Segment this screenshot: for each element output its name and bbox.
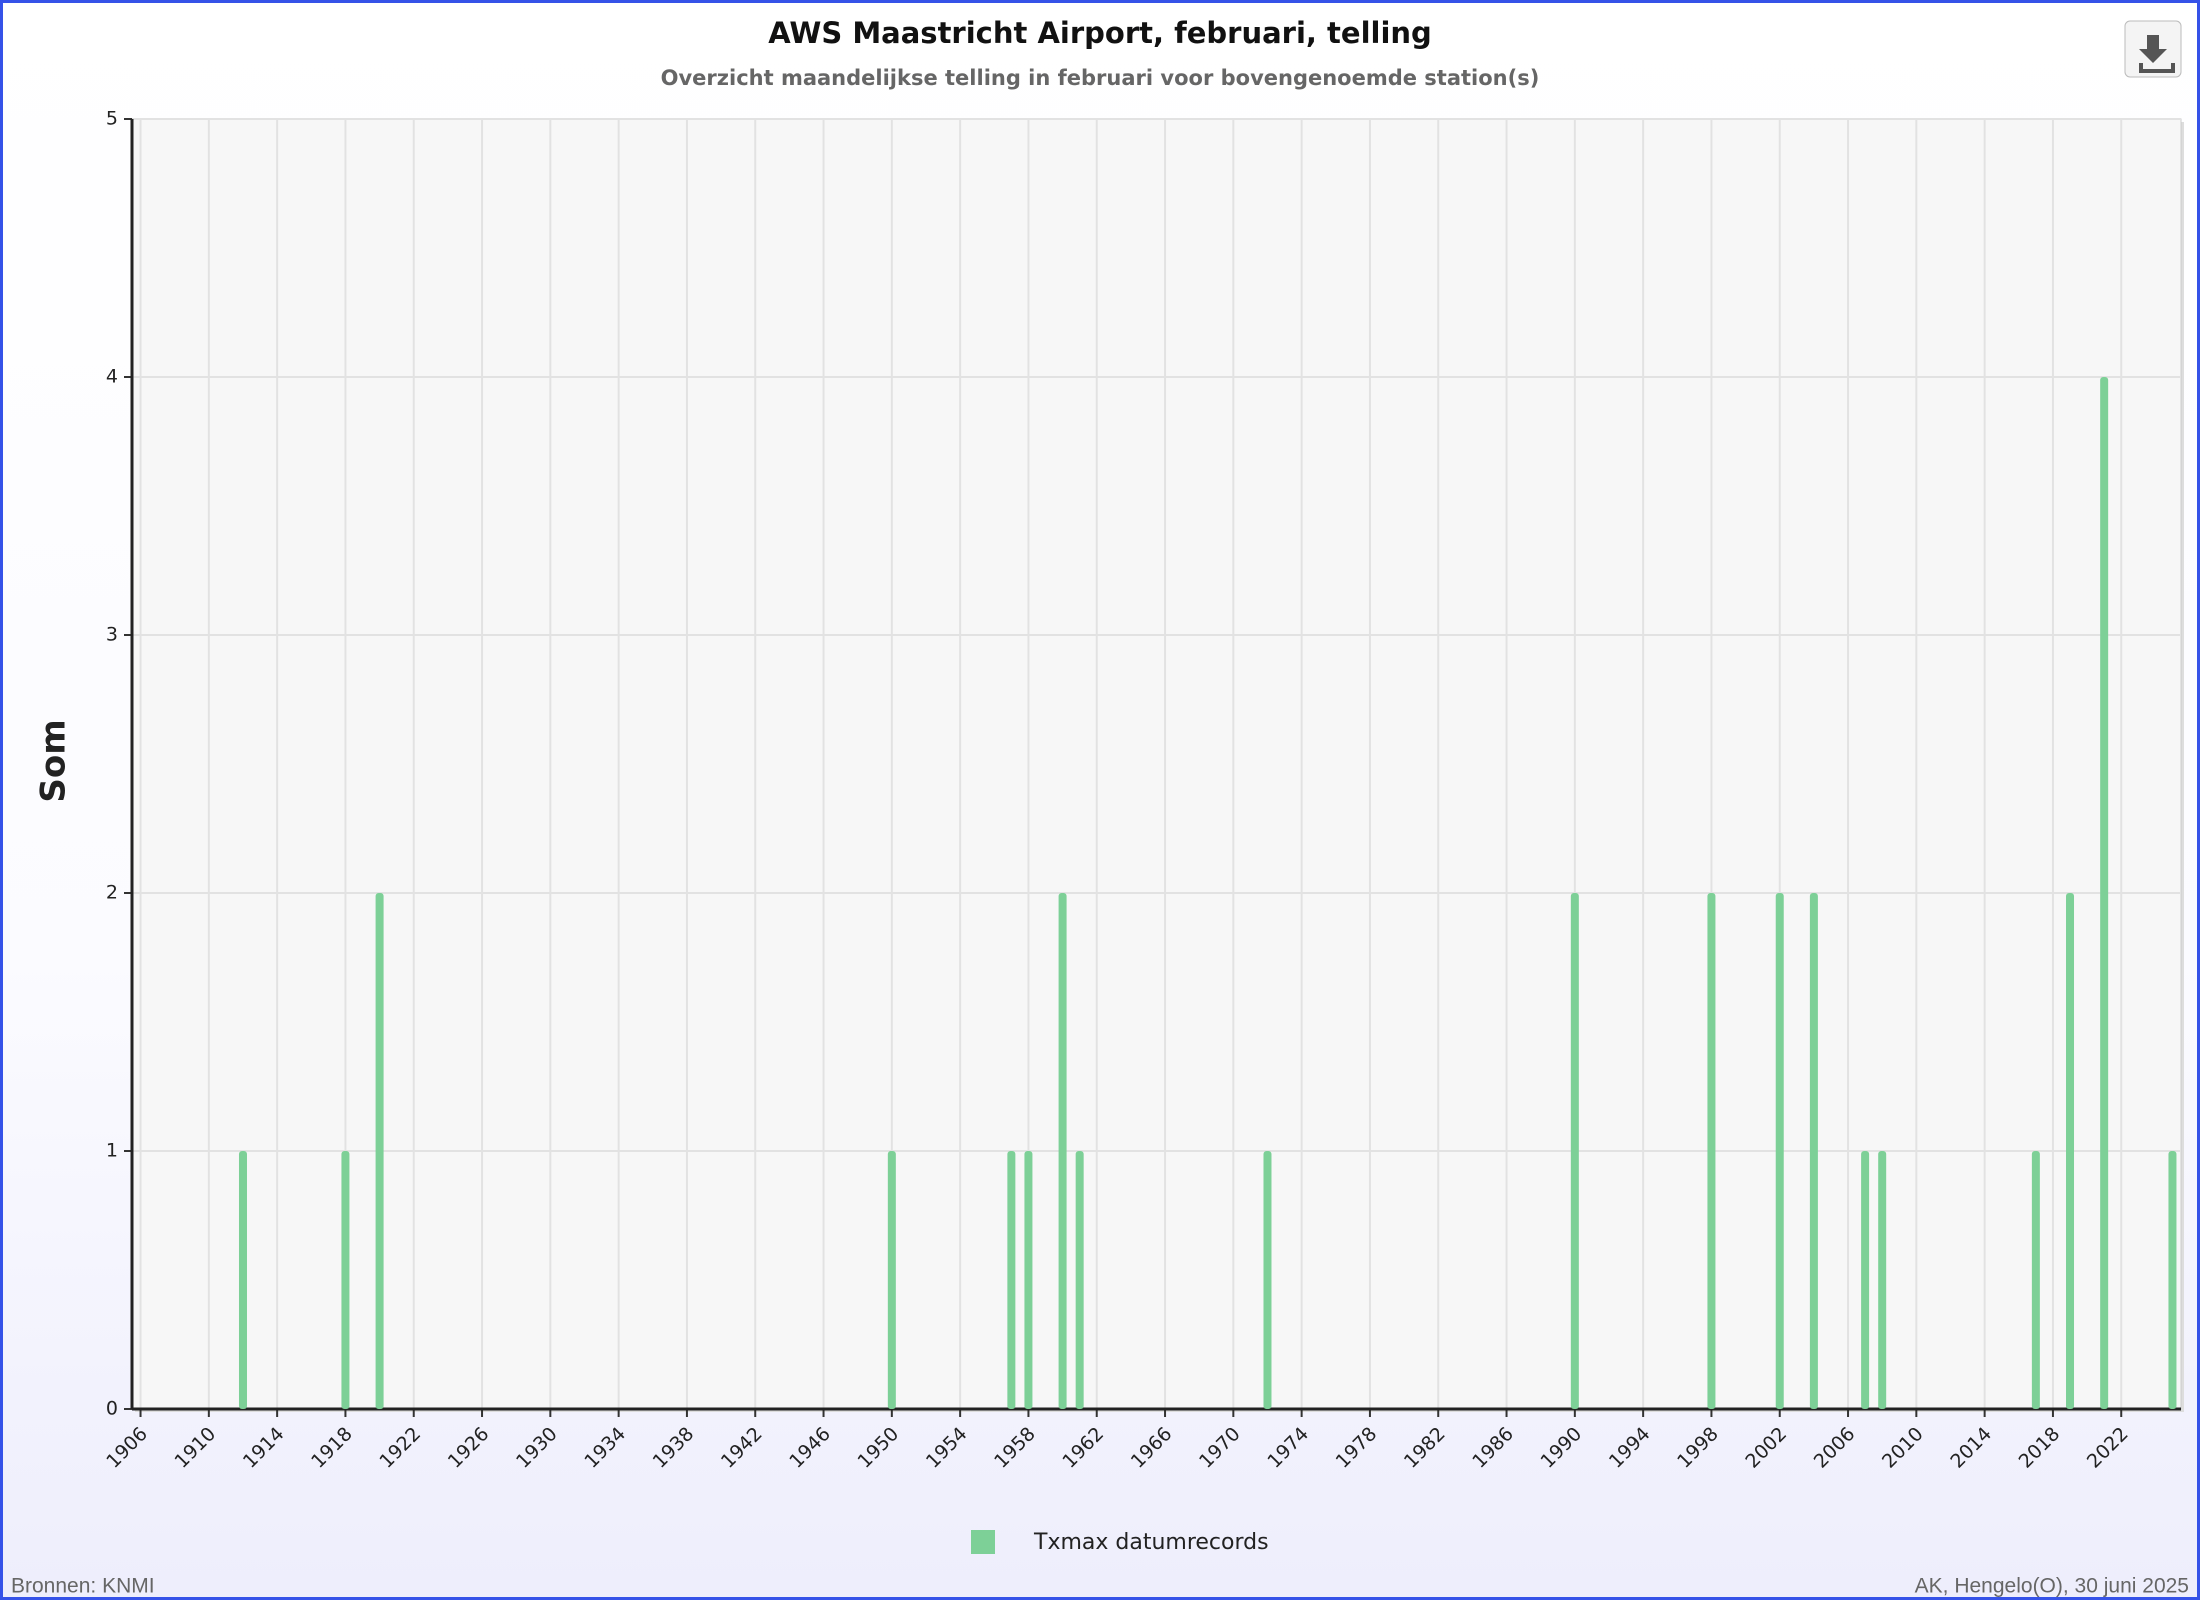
x-tick-label: 1946 (785, 1423, 835, 1473)
x-tick-label: 1990 (1537, 1423, 1587, 1473)
download-button[interactable] (2124, 20, 2182, 78)
x-tick-label: 1938 (649, 1423, 699, 1473)
bar (1861, 1151, 1870, 1409)
credit: AK, Hengelo(O), 30 juni 2025 (1915, 1575, 2189, 1597)
bar (2031, 1151, 2040, 1409)
x-tick-label: 1950 (854, 1423, 904, 1473)
x-tick-label: 2010 (1878, 1423, 1928, 1473)
bar (341, 1151, 350, 1409)
x-tick-label: 1978 (1332, 1423, 1382, 1473)
x-tick-label: 2014 (1946, 1423, 1996, 1473)
legend-swatch (971, 1530, 995, 1554)
source: Bronnen: KNMI (11, 1575, 155, 1597)
x-tick-label: 1934 (580, 1423, 630, 1473)
x-tick-label: 1918 (307, 1423, 357, 1473)
x-tick-label: 2002 (1741, 1423, 1791, 1473)
x-tick-label: 2018 (2015, 1423, 2065, 1473)
bar (1058, 893, 1067, 1409)
bar (1007, 1151, 1016, 1409)
x-tick-label: 1926 (444, 1423, 494, 1473)
bar (1878, 1151, 1887, 1409)
y-axis-label: Som (34, 719, 74, 802)
x-tick-label: 1998 (1673, 1423, 1723, 1473)
x-tick-label: 1930 (512, 1423, 562, 1473)
bar (1263, 1151, 1272, 1409)
x-tick-label: 1922 (375, 1423, 425, 1473)
bar (1809, 893, 1818, 1409)
bar (1570, 893, 1579, 1409)
bar (238, 1151, 247, 1409)
bar (2066, 893, 2075, 1409)
x-tick-label: 1954 (922, 1423, 972, 1473)
bar (1024, 1151, 1033, 1409)
x-tick-label: 1914 (239, 1423, 289, 1473)
y-tick-label: 4 (106, 366, 118, 388)
x-tick-label: 1942 (717, 1423, 767, 1473)
y-tick-label: 0 (106, 1398, 118, 1420)
x-tick-label: 1982 (1400, 1423, 1450, 1473)
x-tick-label: 1958 (990, 1423, 1040, 1473)
bar (887, 1151, 896, 1409)
x-tick-label: 1962 (1058, 1423, 1108, 1473)
bar (375, 893, 384, 1409)
bar (1707, 893, 1716, 1409)
x-tick-label: 1974 (1263, 1423, 1313, 1473)
x-tick-label: 1970 (1195, 1423, 1245, 1473)
y-tick-label: 2 (106, 882, 118, 904)
x-tick-label: 2022 (2083, 1423, 2133, 1473)
chart-subtitle: Overzicht maandelijkse telling in februa… (661, 66, 1540, 90)
bar (2168, 1151, 2177, 1409)
plot-area (131, 118, 2182, 1410)
legend-label: Txmax datumrecords (1033, 1530, 1269, 1555)
y-tick-label: 1 (106, 1140, 118, 1162)
download-icon[interactable] (2139, 35, 2175, 73)
bar (1075, 1151, 1084, 1409)
x-tick-label: 1906 (102, 1423, 152, 1473)
chart-title: AWS Maastricht Airport, februari, tellin… (768, 16, 1432, 50)
y-tick-label: 5 (106, 108, 118, 130)
x-tick-label: 1986 (1468, 1423, 1518, 1473)
x-tick-label: 1966 (1127, 1423, 1177, 1473)
bar (1775, 893, 1784, 1409)
x-tick-label: 2006 (1810, 1423, 1860, 1473)
x-tick-label: 1994 (1605, 1423, 1655, 1473)
bar (2100, 377, 2109, 1409)
chart: AWS Maastricht Airport, februari, tellin… (11, 16, 2189, 1597)
x-tick-label: 1910 (171, 1423, 221, 1473)
y-tick-label: 3 (106, 624, 118, 646)
